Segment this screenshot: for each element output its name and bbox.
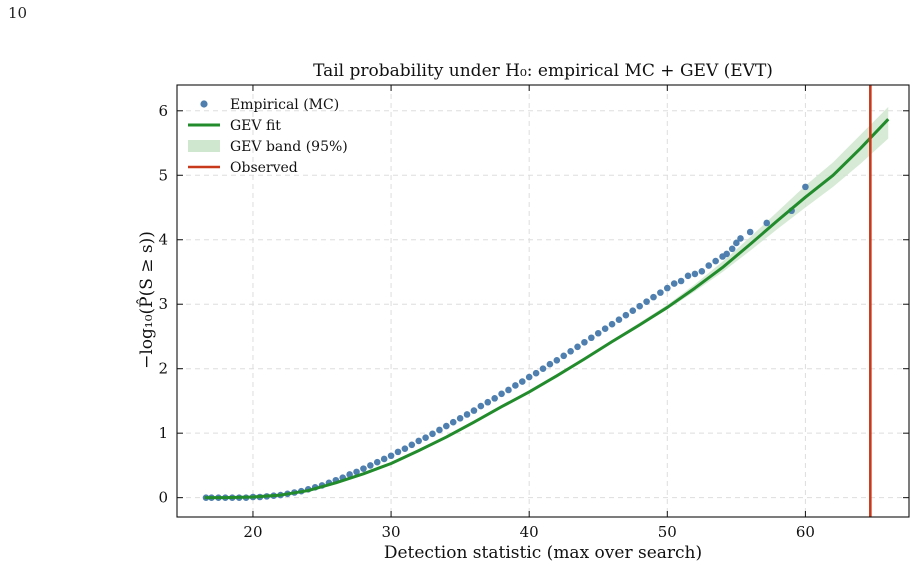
empirical-point	[360, 465, 367, 472]
empirical-point	[415, 437, 422, 445]
empirical-point	[505, 386, 512, 394]
empirical-point	[443, 422, 450, 430]
empirical-point	[484, 398, 492, 406]
chart-title: Tail probability under H₀: empirical MC …	[313, 61, 773, 81]
empirical-point	[463, 411, 471, 418]
x-tick-label: 50	[658, 523, 677, 541]
empirical-point	[394, 448, 402, 456]
empirical-point	[429, 430, 436, 438]
empirical-point	[723, 250, 730, 258]
page-number: 10	[8, 4, 28, 22]
gev-fit-layer	[204, 118, 890, 500]
y-tick-label: 4	[158, 231, 168, 249]
empirical-point	[532, 369, 540, 377]
empirical-point	[539, 365, 547, 373]
empirical-point	[657, 289, 664, 296]
empirical-point	[684, 272, 692, 280]
empirical-point	[636, 302, 643, 310]
empirical-point	[737, 235, 744, 242]
empirical-point	[436, 426, 443, 434]
plot-frame	[176, 84, 910, 518]
legend-marker-empirical	[200, 100, 208, 108]
empirical-point	[449, 418, 457, 426]
empirical-point	[387, 452, 395, 460]
empirical-point	[581, 338, 588, 346]
empirical-point	[346, 471, 353, 478]
empirical-point	[588, 334, 595, 342]
legend-entry-fit: GEV fit	[188, 118, 281, 134]
empirical-point	[525, 373, 533, 381]
gev-band-area	[612, 106, 889, 343]
y-tick-label: 1	[158, 424, 168, 442]
empirical-point	[698, 268, 706, 275]
empirical-point	[629, 307, 637, 314]
empirical-point	[608, 320, 616, 328]
legend-entry-band: GEV band (95%)	[188, 139, 348, 155]
x-tick-label: 20	[243, 523, 262, 541]
y-tick-label: 2	[158, 360, 168, 378]
empirical-point	[380, 455, 388, 463]
empirical-point	[601, 325, 609, 333]
empirical-point	[367, 462, 374, 469]
empirical-point	[456, 415, 464, 422]
empirical-point	[470, 407, 478, 414]
empirical-point	[664, 284, 671, 292]
legend-label-fit: GEV fit	[230, 118, 281, 134]
legend-label-band: GEV band (95%)	[230, 139, 348, 155]
empirical-point	[670, 280, 678, 287]
x-tick-label: 60	[796, 523, 815, 541]
empirical-point	[712, 257, 719, 265]
empirical-point	[733, 239, 740, 247]
axes	[176, 84, 910, 518]
empirical-point	[802, 183, 809, 191]
empirical-point	[553, 357, 561, 364]
x-tick-label: 30	[382, 523, 401, 541]
empirical-point	[728, 245, 736, 253]
empirical-point	[650, 293, 657, 301]
gev-fit-line	[204, 118, 890, 500]
legend: Empirical (MC) GEV fit GEV band (95%) Obser…	[188, 97, 348, 176]
empirical-point	[615, 316, 623, 323]
y-tick-label: 6	[158, 102, 168, 120]
empirical-point	[422, 434, 429, 441]
legend-marker-band	[188, 140, 220, 152]
empirical-point	[594, 329, 602, 337]
ticks: 20 30 40 50 60 0 1 2 3 4 5 6	[158, 85, 909, 541]
grid-lines	[177, 85, 909, 517]
empirical-point	[622, 311, 630, 319]
y-tick-label: 5	[158, 166, 168, 184]
empirical-point	[677, 277, 685, 285]
empirical-point	[477, 402, 485, 410]
empirical-point	[574, 343, 581, 351]
empirical-point	[401, 445, 409, 452]
legend-label-observed: Observed	[230, 160, 298, 176]
empirical-point	[705, 262, 713, 269]
empirical-point	[353, 468, 360, 476]
empirical-point	[408, 441, 416, 449]
empirical-point	[643, 298, 650, 305]
empirical-point	[691, 270, 699, 278]
empirical-point	[560, 352, 568, 360]
x-tick-label: 40	[520, 523, 539, 541]
y-tick-label: 3	[158, 295, 168, 313]
y-tick-label: 0	[158, 489, 168, 507]
legend-label-empirical: Empirical (MC)	[230, 97, 339, 113]
empirical-point	[491, 395, 498, 402]
empirical-point	[746, 228, 754, 236]
gev-band-layer	[612, 106, 889, 343]
empirical-point	[373, 458, 381, 466]
empirical-point	[567, 347, 574, 355]
empirical-point	[763, 219, 771, 227]
empirical-point	[546, 360, 554, 368]
y-axis-label: −log₁₀(P̂(S ≥ s))	[137, 231, 157, 369]
empirical-point	[498, 390, 505, 398]
empirical-point	[518, 378, 526, 385]
empirical-points-layer	[202, 183, 809, 501]
x-axis-label: Detection statistic (max over search)	[384, 543, 702, 563]
legend-entry-observed: Observed	[188, 160, 298, 176]
empirical-point	[512, 382, 519, 389]
legend-entry-empirical: Empirical (MC)	[200, 97, 339, 113]
